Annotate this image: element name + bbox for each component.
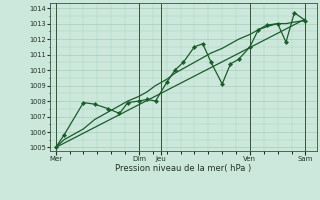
X-axis label: Pression niveau de la mer( hPa ): Pression niveau de la mer( hPa ) (115, 164, 252, 173)
